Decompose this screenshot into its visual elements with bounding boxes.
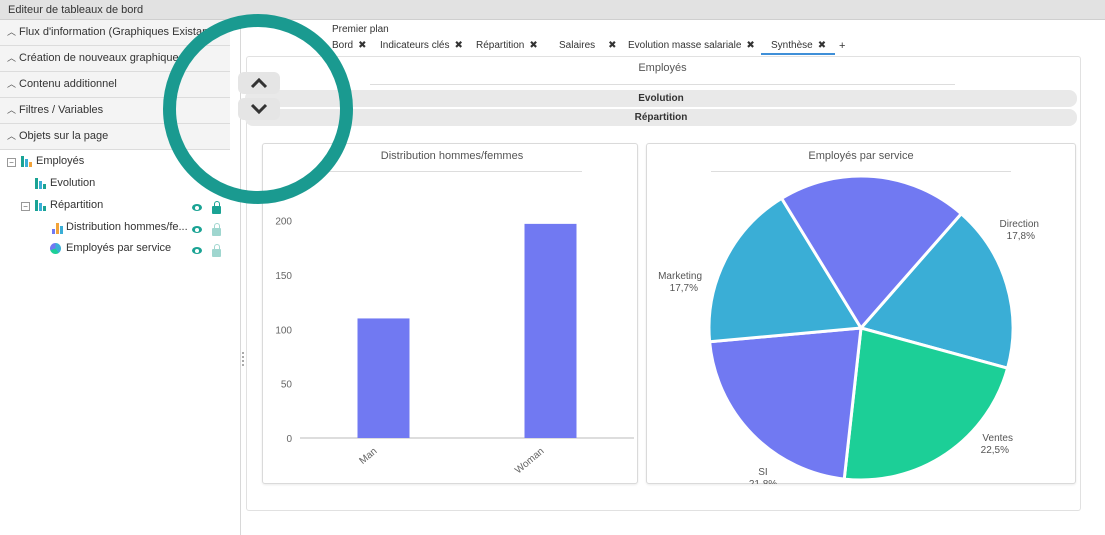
section-contenu-additionnel[interactable]: ︿ Contenu additionnel xyxy=(0,72,230,98)
section-label: Contenu additionnel xyxy=(19,78,117,90)
tab-salaires[interactable]: Salaires ✖ xyxy=(559,40,617,55)
sidebar: ︿ Flux d'information (Graphiques Existant… xyxy=(0,20,241,535)
pie-slice-ventes[interactable] xyxy=(842,326,1010,482)
pie-slice-marketing[interactable] xyxy=(707,196,864,344)
pie-label: SI xyxy=(758,467,767,478)
section-icon xyxy=(35,178,46,189)
section-creation-graphiques[interactable]: ︿ Création de nouveaux graphiques xyxy=(0,46,230,72)
tab-label: Salaires xyxy=(559,40,596,51)
bar-woman[interactable] xyxy=(524,223,577,438)
section-icon xyxy=(35,200,46,211)
chevron-up-icon: ︿ xyxy=(7,27,17,37)
bar-chart-icon xyxy=(52,223,63,234)
section-label: Filtres / Variables xyxy=(19,104,104,116)
pie-label: Marketing xyxy=(658,271,702,282)
pie-value-label: 21,8% xyxy=(749,479,777,484)
tree-collapse-toggle[interactable]: − xyxy=(21,202,30,211)
chevron-up-icon xyxy=(250,77,268,89)
section-label: Création de nouveaux graphiques xyxy=(19,52,185,64)
close-icon[interactable]: ✖ xyxy=(746,40,755,51)
eye-icon[interactable] xyxy=(192,204,202,211)
layer-label: Premier plan xyxy=(332,24,389,35)
tab-synthese[interactable]: Synthèse ✖ xyxy=(761,40,835,55)
tab-label: Indicateurs clés xyxy=(380,40,450,51)
bar-man[interactable] xyxy=(357,318,410,438)
tab-label: Bord xyxy=(332,40,354,51)
section-filtres-variables[interactable]: ︿ Filtres / Variables xyxy=(0,98,230,124)
pie-label: Ventes xyxy=(982,433,1013,444)
pie-slice-direction[interactable] xyxy=(858,211,1015,371)
add-tab-button[interactable]: + xyxy=(839,40,846,52)
pie-slice-si[interactable] xyxy=(707,326,863,481)
tab-repartition[interactable]: Répartition ✖ xyxy=(476,40,538,55)
section-objets-page[interactable]: ︿ Objets sur la page xyxy=(0,124,230,150)
section-label: Flux d'information (Graphiques Existants… xyxy=(19,26,221,38)
pie-label: Direction xyxy=(1000,219,1039,230)
pie-chart-icon xyxy=(50,243,61,254)
section-bar-evolution[interactable]: Evolution xyxy=(245,90,1077,107)
pie-value-label: 22,5% xyxy=(981,445,1009,456)
sidebar-splitter[interactable] xyxy=(241,350,244,370)
x-tick-label: Woman xyxy=(513,446,546,476)
close-icon[interactable]: ✖ xyxy=(608,40,617,51)
close-icon[interactable]: ✖ xyxy=(817,40,827,51)
close-icon[interactable]: ✖ xyxy=(529,40,538,51)
lock-icon[interactable] xyxy=(212,223,221,236)
close-icon[interactable]: ✖ xyxy=(454,40,463,51)
section-flux-information[interactable]: ︿ Flux d'information (Graphiques Existant… xyxy=(0,20,230,46)
pie-value-label: 17,7% xyxy=(670,283,698,294)
tab-evolution-masse-salariale[interactable]: Evolution masse salariale ✖ xyxy=(628,40,755,55)
close-icon[interactable]: ✖ xyxy=(358,40,367,51)
y-tick-label: 50 xyxy=(281,380,293,391)
pie-value-label: 17,8% xyxy=(1007,231,1035,242)
chevron-up-icon: ︿ xyxy=(7,131,17,141)
lock-icon[interactable] xyxy=(212,201,221,214)
y-tick-label: 0 xyxy=(286,434,292,445)
window-title: Editeur de tableaux de bord xyxy=(0,0,1105,20)
eye-icon[interactable] xyxy=(192,226,202,233)
chevron-up-icon: ︿ xyxy=(7,79,17,89)
chart-title: Distribution hommes/femmes xyxy=(322,150,582,172)
move-down-button[interactable] xyxy=(238,98,280,120)
chevron-up-icon: ︿ xyxy=(7,105,17,115)
move-up-button[interactable] xyxy=(238,72,280,94)
tree-item-employes[interactable]: Employés xyxy=(36,155,85,167)
page-title: Employés xyxy=(370,62,955,85)
bar-chart: 0 50 100 150 200 Man Woman xyxy=(275,217,634,476)
y-tick-label: 200 xyxy=(275,217,292,228)
eye-icon[interactable] xyxy=(192,247,202,254)
tree-item-distribution[interactable]: Distribution hommes/fe... xyxy=(66,221,188,233)
tab-label: Synthèse xyxy=(771,40,813,51)
tab-label: Evolution masse salariale xyxy=(628,40,742,51)
pie-slice[interactable] xyxy=(779,174,964,331)
tree-collapse-toggle[interactable]: − xyxy=(7,158,16,167)
chevron-up-icon: ︿ xyxy=(7,53,17,63)
tree-item-employes-service[interactable]: Employés par service xyxy=(66,242,172,254)
x-tick-label: Man xyxy=(357,446,379,467)
chart-title: Employés par service xyxy=(711,150,1011,172)
tree-item-repartition[interactable]: Répartition xyxy=(50,199,104,211)
y-tick-label: 150 xyxy=(275,271,292,282)
tab-indicateurs-cles[interactable]: Indicateurs clés ✖ xyxy=(380,40,463,55)
dashboard-icon xyxy=(21,156,32,167)
tab-bord[interactable]: Bord ✖ xyxy=(332,40,367,55)
section-bar-repartition[interactable]: Répartition xyxy=(245,109,1077,126)
tree-item-evolution[interactable]: Evolution xyxy=(50,177,96,189)
section-label: Objets sur la page xyxy=(19,130,109,142)
lock-icon[interactable] xyxy=(212,244,221,257)
chevron-down-icon xyxy=(250,103,268,115)
y-tick-label: 100 xyxy=(275,325,292,336)
tab-label: Répartition xyxy=(476,40,525,51)
